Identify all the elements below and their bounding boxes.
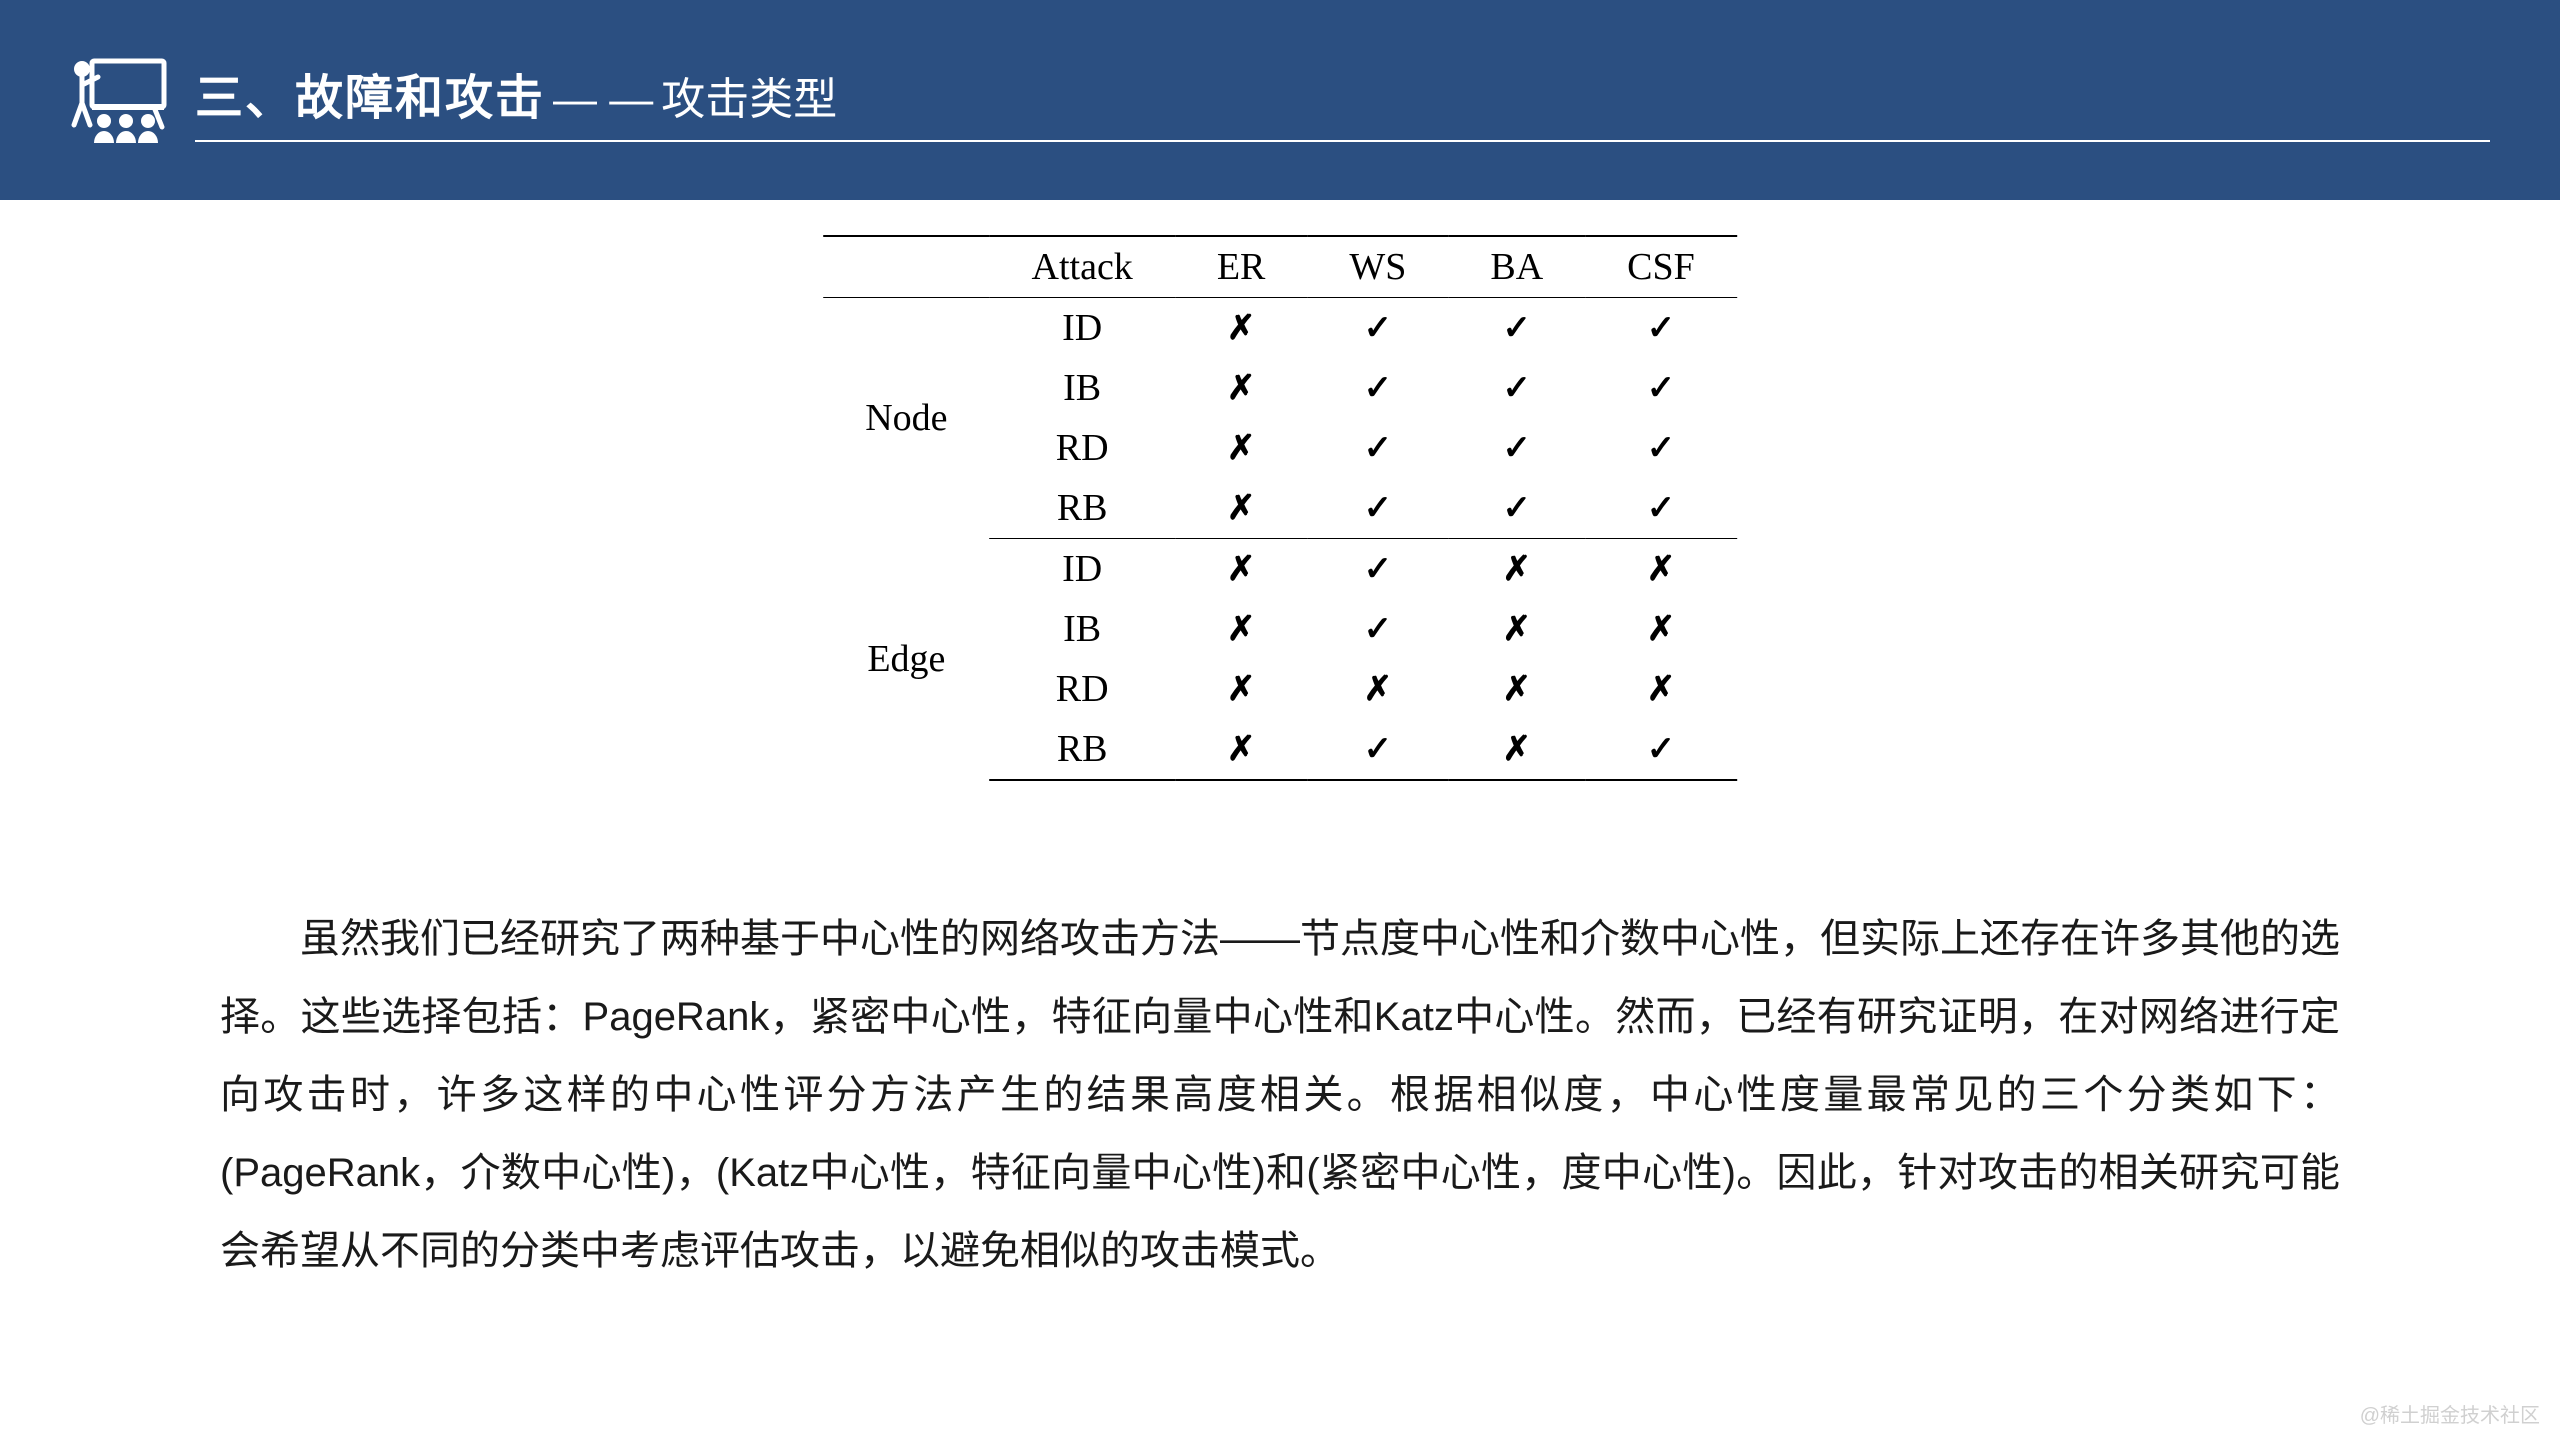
section-prefix: 三、: [195, 58, 295, 128]
section-title: 故障和攻击: [295, 58, 545, 128]
table-mark-cell: ✓: [1307, 358, 1448, 418]
title-wrap: 三、 故障和攻击 — — 攻击类型: [195, 58, 2490, 142]
attack-table: AttackERWSBACSFNodeID✗✓✓✓IB✗✓✓✓RD✗✓✓✓RB✗…: [823, 235, 1737, 781]
table-mark-cell: ✗: [1448, 719, 1585, 780]
table-mark-cell: ✓: [1448, 358, 1585, 418]
table-group-label: Node: [823, 298, 989, 539]
table-mark-cell: ✓: [1585, 418, 1737, 478]
table-attack-cell: ID: [990, 298, 1175, 359]
table-mark-cell: ✓: [1448, 478, 1585, 539]
table-attack-cell: IB: [990, 599, 1175, 659]
table-header-cell: WS: [1307, 236, 1448, 298]
table-mark-cell: ✓: [1448, 298, 1585, 359]
subtitle: 攻击类型: [661, 63, 837, 127]
table-attack-cell: RB: [990, 478, 1175, 539]
table-header-cell: ER: [1175, 236, 1308, 298]
table-mark-cell: ✗: [1307, 659, 1448, 719]
table-mark-cell: ✗: [1175, 539, 1308, 600]
table-attack-cell: RB: [990, 719, 1175, 780]
table-mark-cell: ✓: [1585, 478, 1737, 539]
table-mark-cell: ✓: [1585, 719, 1737, 780]
table-mark-cell: ✓: [1307, 478, 1448, 539]
table-mark-cell: ✗: [1175, 719, 1308, 780]
table-header-cell: Attack: [990, 236, 1175, 298]
table-mark-cell: ✓: [1585, 298, 1737, 359]
body-paragraph: 虽然我们已经研究了两种基于中心性的网络攻击方法——节点度中心性和介数中心性，但实…: [220, 900, 2340, 1290]
table-mark-cell: ✗: [1585, 539, 1737, 600]
table-mark-cell: ✗: [1175, 298, 1308, 359]
watermark: @稀土掘金技术社区: [2360, 1399, 2540, 1428]
paragraph-text: 虽然我们已经研究了两种基于中心性的网络攻击方法——节点度中心性和介数中心性，但实…: [220, 917, 2340, 1273]
table-mark-cell: ✓: [1307, 599, 1448, 659]
table-mark-cell: ✓: [1307, 719, 1448, 780]
classroom-presentation-icon: [70, 55, 170, 145]
table-mark-cell: ✗: [1585, 659, 1737, 719]
table-mark-cell: ✗: [1175, 478, 1308, 539]
title-separator: — —: [553, 75, 653, 125]
table-mark-cell: ✓: [1307, 298, 1448, 359]
table-attack-cell: ID: [990, 539, 1175, 600]
slide: 三、 故障和攻击 — — 攻击类型 AttackERWSBACSFNodeID✗…: [0, 0, 2560, 1440]
table-mark-cell: ✗: [1175, 418, 1308, 478]
table-mark-cell: ✗: [1448, 599, 1585, 659]
table-group-label: Edge: [823, 539, 989, 781]
table-mark-cell: ✗: [1175, 599, 1308, 659]
table-mark-cell: ✓: [1448, 418, 1585, 478]
table-mark-cell: ✓: [1307, 418, 1448, 478]
table-mark-cell: ✗: [1175, 358, 1308, 418]
table-mark-cell: ✓: [1307, 539, 1448, 600]
attack-table-wrap: AttackERWSBACSFNodeID✗✓✓✓IB✗✓✓✓RD✗✓✓✓RB✗…: [823, 235, 1737, 781]
table-header-cell: [823, 236, 989, 298]
table-header-cell: BA: [1448, 236, 1585, 298]
table-mark-cell: ✗: [1175, 659, 1308, 719]
slide-header: 三、 故障和攻击 — — 攻击类型: [0, 0, 2560, 200]
table-mark-cell: ✗: [1585, 599, 1737, 659]
table-mark-cell: ✓: [1585, 358, 1737, 418]
table-mark-cell: ✗: [1448, 659, 1585, 719]
table-attack-cell: IB: [990, 358, 1175, 418]
table-attack-cell: RD: [990, 659, 1175, 719]
table-header-cell: CSF: [1585, 236, 1737, 298]
table-attack-cell: RD: [990, 418, 1175, 478]
table-mark-cell: ✗: [1448, 539, 1585, 600]
